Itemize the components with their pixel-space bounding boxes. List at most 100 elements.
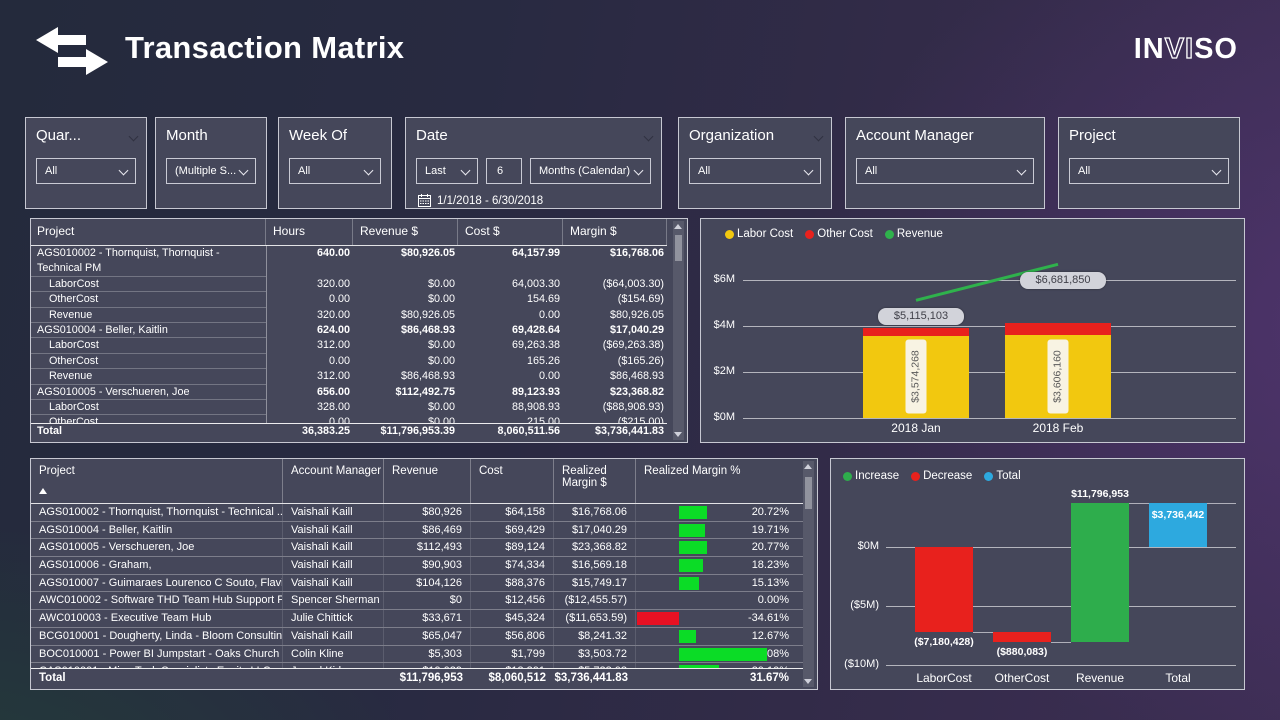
organization-dropdown[interactable]: All (689, 158, 821, 184)
detail-col-realized-margin-pct[interactable]: Realized Margin % (644, 465, 741, 477)
revenue-dot-icon (884, 229, 894, 239)
week-dropdown[interactable]: All (289, 158, 381, 184)
margin-data-bar (679, 629, 696, 643)
table-row[interactable]: AGS010005 - Verschueren, Joe Vaishali Kai… (31, 539, 803, 558)
slicer-account-manager-title: Account Manager (856, 127, 974, 144)
chevron-down-icon[interactable] (813, 131, 824, 142)
matrix-row[interactable]: Revenue 320.00 $80,926.05 0.00 $80,926.05 (31, 308, 667, 323)
waterfall-bar-othercost[interactable] (993, 631, 1051, 643)
detail-col-account-manager[interactable]: Account Manager (283, 459, 384, 503)
detail-col-project[interactable]: Project (31, 459, 283, 503)
detail-col-cost[interactable]: Cost (471, 459, 554, 503)
matrix-total-cost: 8,060,511.56 (497, 425, 560, 437)
chevron-down-icon (238, 165, 249, 176)
data-label: $3,736,442 (1151, 508, 1205, 521)
table-row[interactable]: AGS010007 - Guimaraes Lourenco C Souto, … (31, 574, 803, 593)
detail-cell-cost: $69,429 (471, 521, 554, 539)
matrix-row[interactable]: LaborCost 320.00 $0.00 64,003.30 ($64,003.30… (31, 277, 667, 293)
table-row[interactable]: AGS010004 - Beller, Kaitlin Vaishali Kail… (31, 521, 803, 540)
matrix-row-label: LaborCost (31, 400, 266, 416)
matrix-row[interactable]: LaborCost 328.00 $0.00 88,908.93 ($88,908.93… (31, 400, 667, 416)
detail-cell-manager: Colin Kline (283, 645, 384, 663)
matrix-row[interactable]: OtherCost 0.00 $0.00 154.69 ($154.69) (31, 292, 667, 308)
organization-value: All (698, 165, 711, 177)
legend-item-decrease[interactable]: Decrease (911, 470, 972, 482)
quarter-dropdown[interactable]: All (36, 158, 136, 184)
table-row[interactable]: AWC010002 - Software THD Team Hub Suppor… (31, 592, 803, 611)
matrix-cell-hours: 0.00 (328, 416, 350, 427)
legend-item-total[interactable]: Total (984, 470, 1021, 482)
matrix-row[interactable]: Revenue 312.00 $86,468.93 0.00 $86,468.93 (31, 369, 667, 385)
waterfall-bar-revenue[interactable] (1071, 502, 1129, 643)
column-label: Project (39, 465, 75, 477)
detail-cell-project: AWC010002 - Software THD Team Hub Suppor… (31, 592, 283, 610)
detail-cell-pct: -34.61% (636, 610, 803, 627)
matrix-scrollbar[interactable] (673, 221, 684, 440)
date-count-input[interactable]: 6 (486, 158, 522, 184)
stacked-bar-other[interactable] (863, 327, 969, 336)
matrix-cell-hours: 0.00 (328, 293, 350, 306)
matrix-col-margin[interactable]: Margin $ (563, 219, 667, 245)
matrix-col-project[interactable]: Project (31, 219, 266, 245)
table-row[interactable]: BCG010001 - Dougherty, Linda - Bloom Con… (31, 627, 803, 646)
detail-cell-project: BOC010001 - Power BI Jumpstart - Oaks Ch… (31, 645, 283, 663)
line-value-label: $6,681,850 (1020, 272, 1106, 290)
legend-item-labor-cost[interactable]: Labor Cost (725, 228, 793, 240)
legend-item-increase[interactable]: Increase (843, 470, 899, 482)
scroll-up-icon[interactable] (674, 224, 682, 229)
detail-cell-margin: $8,241.32 (554, 627, 636, 645)
matrix-row[interactable]: OtherCost 0.00 $0.00 215.00 ($215.00) (31, 415, 667, 427)
x-axis-label: 2018 Feb (1032, 421, 1084, 435)
month-dropdown[interactable]: (Multiple S... (166, 158, 256, 184)
matrix-col-revenue[interactable]: Revenue $ (353, 219, 458, 245)
scroll-up-icon[interactable] (804, 464, 812, 469)
other-cost-dot-icon (805, 229, 815, 239)
matrix-col-hours[interactable]: Hours (266, 219, 353, 245)
matrix-cell-hours: 0.00 (328, 354, 350, 367)
detail-total-cost: $8,060,512 (488, 672, 546, 684)
matrix-row[interactable]: LaborCost 312.00 $0.00 69,263.38 ($69,263.38… (31, 338, 667, 354)
matrix-total-hours: 36,383.25 (301, 425, 350, 437)
detail-cell-margin: $16,569.18 (554, 557, 636, 574)
chevron-down-icon[interactable] (128, 131, 139, 142)
scroll-down-icon[interactable] (804, 679, 812, 684)
project-dropdown[interactable]: All (1069, 158, 1229, 184)
table-row[interactable]: BOC010001 - Power BI Jumpstart - Oaks Ch… (31, 645, 803, 664)
table-row[interactable]: AWC010003 - Executive Team Hub Julie Chit… (31, 610, 803, 628)
waterfall-bar-laborcost[interactable] (915, 547, 973, 632)
matrix-cell-margin: ($165.26) (617, 354, 664, 367)
detail-total-label: Total (39, 672, 66, 684)
scrollbar-thumb[interactable] (675, 235, 682, 261)
account-manager-dropdown[interactable]: All (856, 158, 1034, 184)
scroll-down-icon[interactable] (674, 432, 682, 437)
matrix-row[interactable]: AGS010004 - Beller, Kaitlin 624.00 $86,468… (31, 323, 667, 339)
revenue-trend-line[interactable] (701, 219, 1246, 444)
matrix-column-divider (266, 245, 267, 441)
matrix-row[interactable]: AGS010002 - Thornquist, Thornquist - Tec… (31, 246, 667, 277)
date-mode-dropdown[interactable]: Last (416, 158, 478, 184)
date-unit-dropdown[interactable]: Months (Calendar) (530, 158, 651, 184)
matrix-row[interactable]: OtherCost 0.00 $0.00 165.26 ($165.26) (31, 354, 667, 370)
matrix-row-label: AGS010002 - Thornquist, Thornquist - Tec… (31, 246, 266, 277)
stacked-bar-other[interactable] (1005, 322, 1111, 336)
matrix-col-cost[interactable]: Cost $ (458, 219, 563, 245)
decrease-dot-icon (911, 471, 921, 481)
matrix-cell-revenue: $0.00 (427, 339, 455, 352)
legend-item-other-cost[interactable]: Other Cost (805, 228, 873, 240)
chevron-down-icon[interactable] (643, 131, 654, 142)
detail-scrollbar[interactable] (803, 461, 814, 687)
scrollbar-thumb[interactable] (805, 477, 812, 509)
detail-col-revenue[interactable]: Revenue (384, 459, 471, 503)
matrix-cell-margin: $86,468.93 (609, 370, 664, 383)
matrix-cell-revenue: $0.00 (427, 416, 455, 427)
line-value-label: $5,115,103 (878, 308, 964, 326)
slicer-quarter: Quar... All (25, 117, 147, 209)
matrix-row[interactable]: AGS010005 - Verschueren, Joe 656.00 $112,4… (31, 385, 667, 400)
margin-data-bar (679, 506, 707, 519)
detail-col-realized-margin[interactable]: Realized Margin $ (554, 459, 636, 503)
matrix-cell-hours: 640.00 (316, 247, 350, 259)
table-row[interactable]: AGS010002 - Thornquist, Thornquist - Tec… (31, 504, 803, 522)
table-row[interactable]: AGS010006 - Graham, Vaishali Kaill $90,903… (31, 557, 803, 575)
waterfall-bar-total[interactable] (1149, 502, 1207, 547)
legend-item-revenue[interactable]: Revenue (884, 228, 943, 240)
